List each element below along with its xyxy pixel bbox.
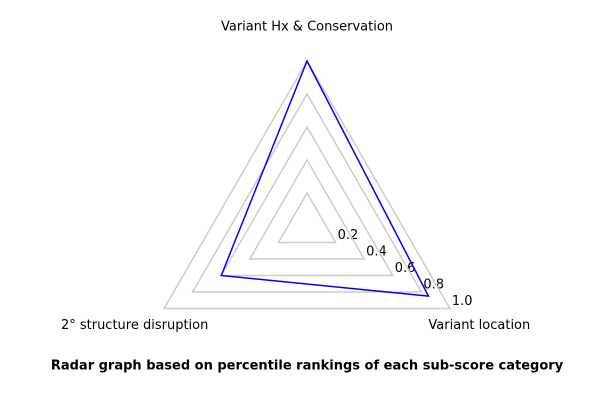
chart-title: Radar graph based on percentile rankings… xyxy=(51,359,564,374)
grid-line xyxy=(162,59,452,310)
category-label: Variant Hx & Conservation xyxy=(221,20,393,35)
category-label: Variant location xyxy=(428,318,530,333)
grid-line xyxy=(219,125,395,277)
grid-line xyxy=(277,191,337,244)
r-tick-label: 1.0 xyxy=(452,294,473,309)
category-label: 2° structure disruption xyxy=(61,318,208,333)
grid-line xyxy=(191,92,423,293)
grid-line xyxy=(248,158,366,260)
data-line xyxy=(220,59,430,298)
